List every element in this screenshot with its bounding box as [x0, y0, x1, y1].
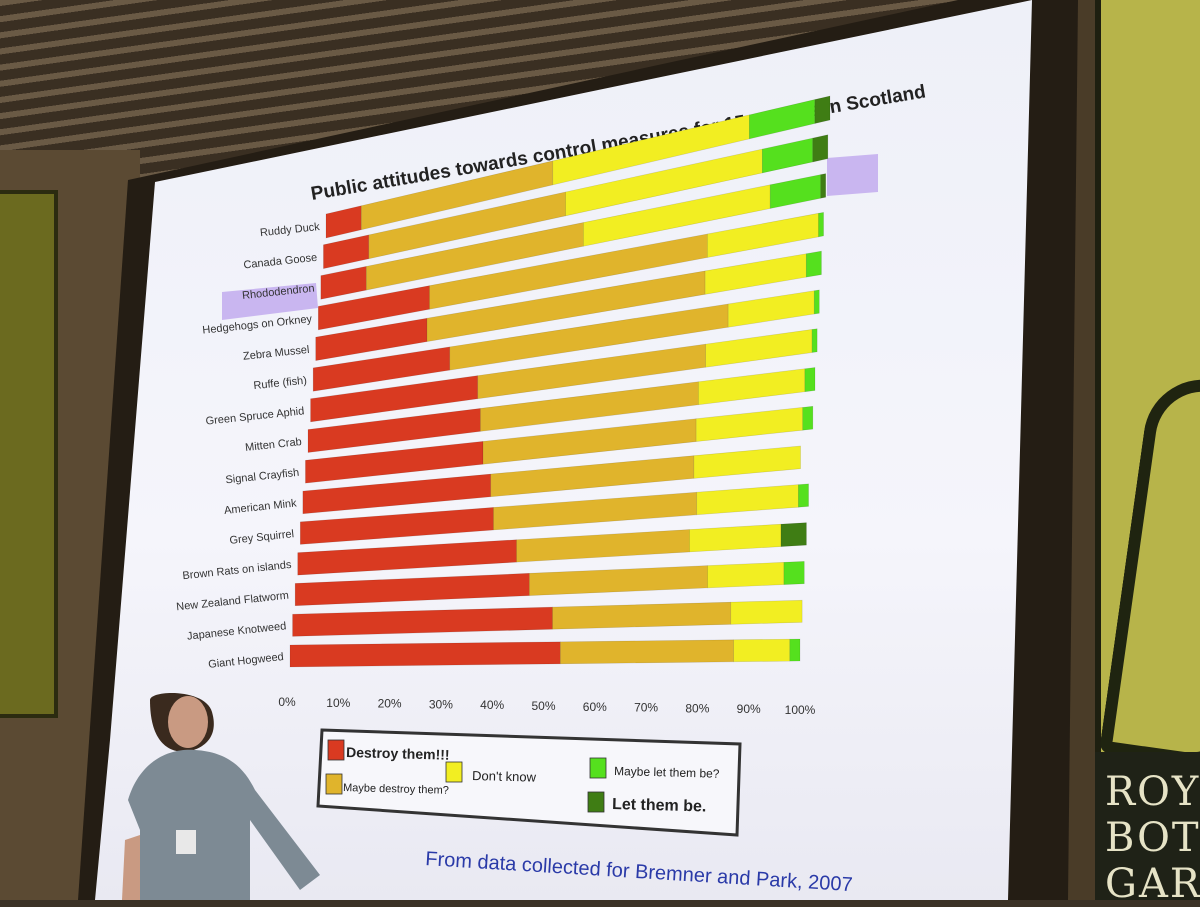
legend-swatch-destroy-them — [327, 739, 345, 761]
x-tick-7: 70% — [634, 701, 658, 715]
legend-label-let-them-be: Let them be. — [612, 796, 707, 815]
legend-swatch-maybe-let-them-be — [589, 757, 607, 779]
bar-ruffe-fish-maybe-let-them-be — [813, 289, 820, 315]
legend: Destroy them!!! Maybe destroy them? Don't … — [316, 728, 742, 837]
x-tick-4: 40% — [480, 698, 504, 712]
bar-hedgehogs-on-orkney-maybe-let-them-be — [818, 211, 824, 238]
x-tick-1: 10% — [326, 696, 350, 710]
venue-banner-footer — [1095, 752, 1200, 900]
category-label-ruffe-fish: Ruffe (fish) — [253, 375, 308, 393]
x-tick-10: 100% — [785, 703, 816, 717]
legend-label-destroy-them: Destroy them!!! — [346, 744, 450, 763]
banner-line-3: GAR — [1105, 861, 1200, 907]
bar-green-spruce-aphid-maybe-let-them-be — [811, 328, 818, 353]
bar-giant-hogweed-maybe-let-them-be — [789, 638, 801, 662]
legend-label-maybe-let-them-be: Maybe let them be? — [614, 764, 720, 781]
bar-american-mink-don-t-know — [693, 445, 801, 479]
x-tick-2: 20% — [378, 697, 402, 711]
x-tick-9: 90% — [737, 702, 761, 716]
bar-brown-rats-on-islands-let-them-be — [780, 522, 807, 547]
bar-grey-squirrel-maybe-let-them-be — [798, 483, 809, 508]
bar-new-zealand-flatworm-maybe-let-them-be — [783, 561, 805, 585]
bar-ruddy-duck-let-them-be — [814, 95, 831, 124]
x-tick-6: 60% — [583, 700, 607, 714]
legend-label-maybe-destroy-them: Maybe destroy them? — [343, 782, 449, 797]
bar-zebra-mussel-maybe-let-them-be — [805, 250, 822, 278]
left-poster — [0, 190, 58, 718]
bar-japanese-knotweed-don-t-know — [730, 599, 803, 625]
legend-swatch-let-them-be — [587, 791, 605, 813]
category-label-mitten-crab: Mitten Crab — [245, 436, 303, 454]
banner-line-2: BOT — [1105, 815, 1200, 861]
bar-rhododendron-let-them-be — [820, 173, 827, 199]
x-tick-8: 80% — [685, 701, 709, 715]
presenter-badge — [176, 830, 196, 854]
x-tick-0: 0% — [278, 695, 296, 709]
legend-swatch-maybe-destroy-them — [325, 773, 343, 795]
banner-line-1: ROY — [1105, 769, 1200, 815]
legend-swatch-don-t-know — [445, 761, 463, 783]
bar-mitten-crab-maybe-let-them-be — [804, 367, 816, 393]
x-tick-3: 30% — [429, 697, 453, 711]
presenter-shirt — [128, 749, 320, 900]
rhododendron-highlight — [222, 154, 878, 320]
bar-signal-crayfish-maybe-let-them-be — [802, 405, 814, 431]
legend-label-don-t-know: Don't know — [472, 768, 537, 785]
x-tick-5: 50% — [531, 699, 555, 713]
bar-canada-goose-let-them-be — [812, 134, 829, 163]
venue-banner — [1095, 0, 1200, 900]
